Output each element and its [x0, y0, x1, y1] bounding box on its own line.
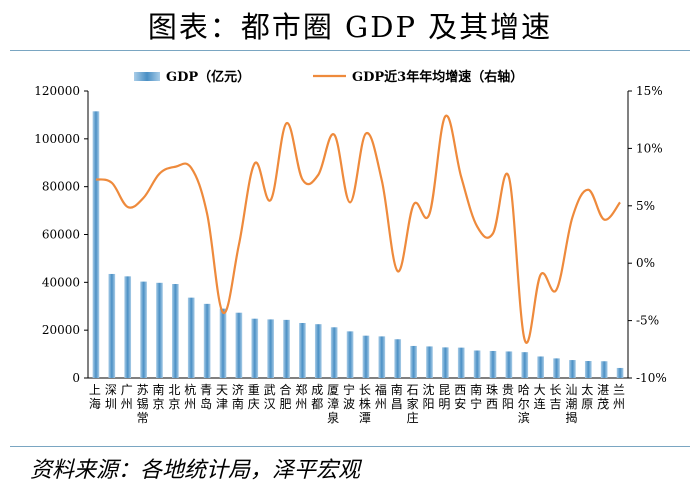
gdp-bar	[489, 350, 497, 378]
gdp-bar	[124, 276, 132, 378]
gdp-bar	[442, 347, 449, 378]
category-label: 武汉	[264, 383, 276, 411]
y-left-tick-label: 80000	[42, 180, 80, 194]
gdp-bar	[267, 319, 274, 378]
category-label: 杭州	[184, 382, 196, 411]
category-label: 合肥	[280, 382, 292, 411]
gdp-bar	[426, 346, 433, 378]
category-label: 南昌	[391, 382, 403, 411]
y-right-tick-label: -5%	[636, 314, 659, 328]
gdp-bar	[457, 347, 465, 378]
category-label: 西安	[454, 383, 466, 411]
category-label: 汕潮揭	[565, 383, 577, 425]
legend-line-label: GDP近3年年均增速（右轴）	[352, 69, 523, 85]
gdp-bar	[299, 322, 306, 378]
gdp-bar	[569, 360, 576, 378]
gdp-bar	[92, 111, 100, 379]
y-left-tick-label: 120000	[34, 84, 80, 98]
gdp-bar	[172, 284, 179, 378]
gdp-bar	[584, 361, 592, 378]
category-label: 南京	[152, 382, 164, 411]
category-label: 重庆	[248, 383, 260, 411]
axes: 0 20000 40000 60000 80000 100000 120000 -10% -5%…	[34, 84, 667, 385]
category-label: 沈阳	[422, 382, 434, 411]
footer-divider	[10, 446, 690, 447]
gdp-bar	[537, 356, 544, 378]
gdp-bar	[330, 327, 338, 378]
gdp-bar	[346, 331, 354, 378]
y-right-tick-label: 0%	[636, 256, 655, 270]
gdp-bar	[473, 350, 481, 378]
legend-bar-swatch	[134, 72, 160, 81]
gdp-bar	[314, 324, 322, 378]
gdp-bar	[505, 351, 513, 378]
gdp-bar	[187, 297, 195, 378]
title-divider	[10, 50, 690, 51]
category-label: 长吉	[550, 383, 562, 411]
category-label: 福州	[375, 382, 387, 411]
category-label: 厦漳泉	[327, 383, 339, 425]
y-left-tick-label: 40000	[42, 275, 80, 289]
category-label: 太原	[581, 382, 593, 411]
category-label: 济南	[232, 382, 244, 411]
category-label: 天津	[216, 383, 228, 411]
chart-title: 图表：都市圈 GDP 及其增速	[147, 10, 553, 44]
category-label: 青岛	[200, 383, 212, 411]
y-right-tick-label: 15%	[636, 84, 663, 98]
gdp-bar	[235, 312, 243, 378]
y-left-tick-label: 0	[72, 371, 80, 385]
gdp-bar	[251, 318, 259, 378]
category-label: 湛茂	[597, 383, 609, 411]
category-label: 成都	[311, 383, 323, 411]
gdp-bar	[156, 282, 163, 378]
category-label: 大连	[534, 383, 546, 411]
category-label: 长株潭	[359, 383, 371, 425]
category-label: 南宁	[470, 382, 482, 411]
gdp-bar	[378, 336, 386, 378]
line-series	[95, 114, 621, 344]
gdp-bar	[203, 303, 211, 378]
category-label: 贵阳	[502, 383, 514, 411]
category-label: 昆明	[438, 383, 450, 411]
category-label: 苏锡常	[137, 383, 149, 425]
legend: GDP（亿元） GDP近3年年均增速（右轴）	[134, 69, 523, 85]
category-label: 北京	[168, 383, 180, 411]
category-label: 广州	[121, 383, 133, 411]
bar-series	[92, 111, 624, 379]
y-left-tick-label: 60000	[42, 228, 80, 242]
gdp-bar	[140, 281, 147, 378]
category-label: 石家庄	[407, 383, 419, 425]
gdp-bar	[394, 339, 402, 378]
gdp-bar	[362, 335, 370, 378]
category-label: 深圳	[105, 383, 117, 411]
category-label: 哈尔滨	[518, 383, 530, 425]
gdp-bar	[553, 358, 560, 378]
gdp-bar	[219, 308, 227, 378]
y-left-tick-label: 100000	[34, 132, 80, 146]
gdp-bar	[108, 273, 116, 378]
gdp-bar	[521, 352, 529, 378]
category-labels: 上海深圳广州苏锡常南京北京杭州青岛天津济南重庆武汉合肥郑州成都厦漳泉宁波长株潭福…	[89, 382, 625, 425]
gdp-bar	[616, 367, 624, 378]
y-left-tick-label: 20000	[42, 323, 80, 337]
category-label: 兰州	[613, 383, 625, 411]
gdp-bar	[600, 361, 608, 378]
y-right-tick-label: -10%	[636, 371, 667, 385]
gdp-bar	[283, 319, 290, 378]
category-label: 宁波	[343, 382, 355, 411]
gdp-bar	[410, 345, 417, 378]
y-right-tick-label: 5%	[636, 199, 655, 213]
category-label: 上海	[89, 383, 101, 411]
legend-bar-label: GDP（亿元）	[166, 69, 250, 85]
category-label: 郑州	[295, 382, 307, 411]
source-note: 资料来源：各地统计局，泽平宏观	[30, 458, 361, 483]
y-right-tick-label: 10%	[636, 141, 663, 155]
category-label: 珠西	[486, 383, 498, 411]
growth-line	[95, 114, 621, 344]
